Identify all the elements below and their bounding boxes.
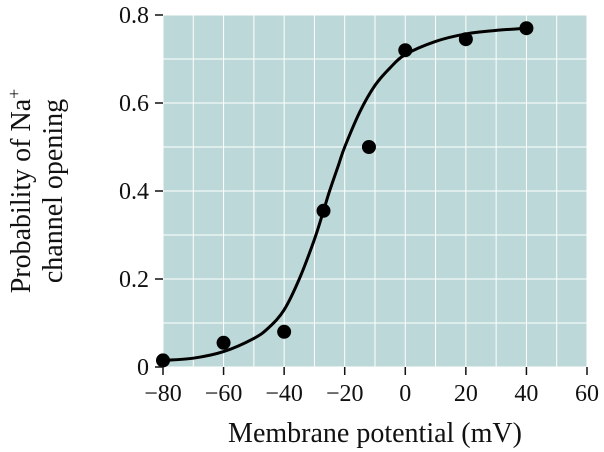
y-tick-label: 0.6 — [119, 91, 149, 117]
y-tick-label: 0.4 — [119, 179, 149, 205]
y-tick-label: 0.2 — [119, 267, 149, 293]
x-tick-label: −40 — [265, 381, 303, 407]
data-point — [519, 21, 534, 36]
x-axis-title: Membrane potential (mV) — [228, 418, 522, 449]
y-axis-ticks: 0 0.2 0.4 0.6 0.8 — [119, 3, 163, 381]
x-tick-label: −60 — [205, 381, 243, 407]
y-tick-label: 0 — [137, 355, 149, 381]
grid — [162, 14, 588, 368]
x-tick-label: 0 — [399, 381, 411, 407]
data-point — [398, 43, 413, 58]
data-point — [216, 335, 231, 350]
x-tick-label: −80 — [144, 381, 182, 407]
svg-text:Probability of Na+: Probability of Na+ — [4, 89, 37, 294]
x-tick-label: 20 — [454, 381, 478, 407]
y-axis-title: Probability of Na+ channel opening — [4, 89, 69, 294]
x-tick-label: −20 — [326, 381, 364, 407]
fit-curve — [162, 26, 527, 362]
x-tick-label: 40 — [514, 381, 538, 407]
y-axis-title-line1: Probability of Na — [6, 98, 37, 293]
x-tick-label: 60 — [575, 381, 599, 407]
x-axis-ticks: −80 −60 −40 −20 0 20 40 60 — [144, 367, 599, 407]
y-axis-title-superscript: + — [4, 89, 24, 99]
data-point — [156, 353, 170, 368]
data-point — [316, 203, 331, 218]
data-point — [277, 324, 292, 339]
data-point — [361, 140, 376, 154]
data-points — [156, 21, 534, 368]
data-point — [458, 32, 473, 47]
y-axis-title-line2: channel opening — [38, 99, 69, 283]
y-tick-label: 0.8 — [119, 3, 149, 29]
